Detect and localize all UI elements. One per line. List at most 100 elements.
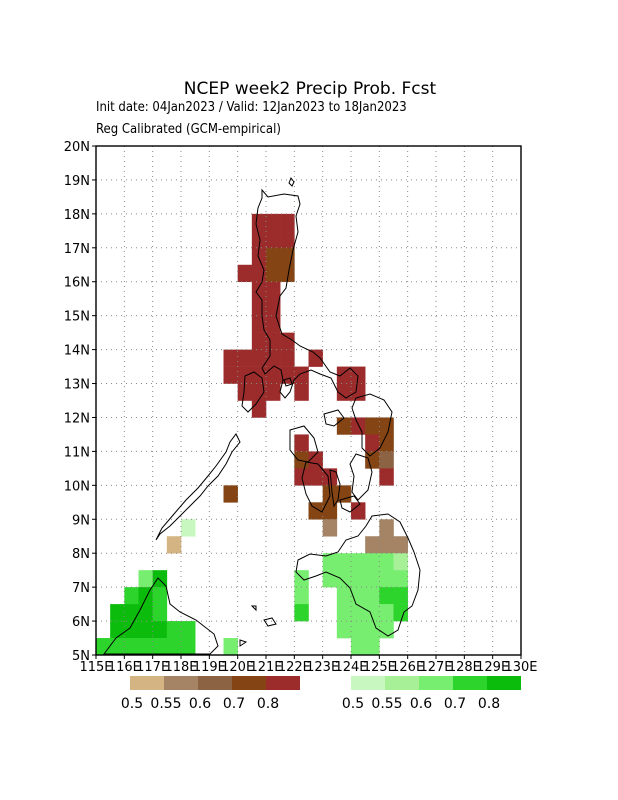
x-tick-label: 118E [164,660,197,675]
prob-cell [365,604,380,622]
coastline-borneo [103,577,219,655]
coastline-samar [351,393,393,457]
x-tick-label: 117E [136,660,169,675]
y-tick-label: 14N [64,344,90,359]
prob-cell [351,553,366,571]
prob-cell [365,536,380,554]
prob-cell [266,247,281,266]
dry-legend-swatch [130,676,164,690]
prob-cell [351,638,366,656]
prob-cell [96,638,111,656]
prob-cell [379,587,394,605]
prob-cell [322,468,338,486]
prob-cell [251,349,267,367]
x-tick-label: 124E [334,660,367,675]
x-tick-label: 115E [79,660,112,675]
dry-legend-swatch [164,676,198,690]
prob-cell [152,638,168,656]
prob-cell [294,451,309,469]
prob-cell [251,247,267,266]
prob-cell [379,468,394,486]
prob-cell [251,400,267,418]
prob-cell [351,604,366,622]
coastline-bohol [339,495,361,513]
prob-cell [280,213,295,232]
coastline-negros [301,461,331,513]
prob-cell [124,621,139,639]
y-tick-label: 13N [64,378,90,393]
map-frame [95,145,522,656]
prob-cell [266,383,281,401]
prob-cell [336,366,352,384]
coastline-mindoro [241,371,265,413]
dry-legend-label: 0.8 [257,696,279,712]
dry-legend-label: 0.5 [121,696,143,712]
map-title: NCEP week2 Precip Prob. Fcst [184,79,437,99]
x-tick-label: 122E [278,660,311,675]
prob-cell [223,638,238,656]
coastline-luzon [255,188,359,399]
x-tick-label: 126E [391,660,424,675]
prob-cell [393,604,408,622]
y-tick-label: 15N [64,310,90,325]
y-tick-label: 8N [72,547,90,562]
y-tick-label: 10N [64,479,90,494]
prob-cell [351,383,366,401]
prob-cell [280,264,295,283]
coastlines [103,176,421,655]
y-tick-label: 6N [72,615,90,630]
y-tick-label: 12N [64,411,90,426]
prob-cell [223,366,238,384]
prob-cell [336,417,352,435]
prob-cell [237,366,253,384]
wet-legend-swatch [351,676,385,690]
prob-cell [336,587,352,605]
prob-cell [294,383,309,401]
coastline-leyte [349,453,373,501]
coastline-cebu [329,469,341,508]
prob-cell [379,570,394,588]
prob-cell [365,553,380,571]
x-tick-label: 121E [249,660,282,675]
wet-legend-label: 0.55 [371,696,402,712]
prob-cell [294,468,309,486]
coastline-marinduque [283,377,293,387]
y-tick-label: 16N [64,276,90,291]
coastline-panay [289,425,319,463]
prob-cell [138,638,153,656]
wet-legend-swatch [453,676,487,690]
prob-cell [365,434,380,452]
x-tick-label: 128E [448,660,481,675]
prob-cell [308,451,323,469]
prob-cell [237,349,253,367]
prob-cell [280,230,295,249]
x-tick-label: 125E [363,660,396,675]
prob-cell [266,366,281,384]
prob-cell [379,434,394,452]
y-tick-label: 11N [64,445,90,460]
gridlines [96,146,521,655]
prob-cell [266,298,281,316]
prob-cell [379,621,394,639]
prob-cell [251,383,267,401]
prob-cell [138,621,153,639]
y-tick-label: 20N [64,140,90,155]
x-tick-label: 123E [306,660,339,675]
prob-cell [351,570,366,588]
wet-legend-label: 0.5 [342,696,364,712]
prob-cell [379,417,394,435]
prob-cell [322,570,338,588]
prob-cell [152,621,168,639]
prob-cell [152,604,168,622]
prob-cell [138,587,153,605]
coastline-batan [288,176,295,187]
y-tick-label: 7N [72,581,90,596]
prob-cell [110,621,125,639]
y-tick-label: 19N [64,174,90,189]
prob-cell [251,264,267,283]
prob-cell [266,230,281,249]
wet-legend-label: 0.7 [444,696,466,712]
prob-cell [393,536,408,554]
longitude-ticks: 115E116E117E118E119E120E121E122E123E124E… [79,655,538,675]
